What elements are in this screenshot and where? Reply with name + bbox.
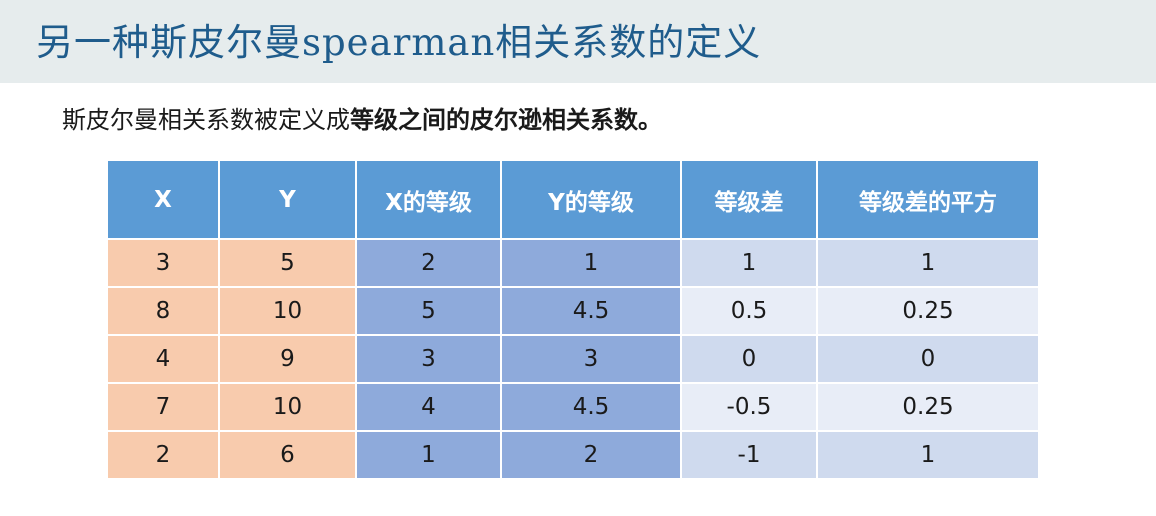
cell-x-rank: 4 [355, 382, 502, 432]
title-bar: 另一种斯皮尔曼spearman相关系数的定义 [0, 0, 1156, 83]
cell-rank-diff: 0.5 [680, 286, 818, 336]
cell-x-rank: 3 [355, 334, 502, 384]
cell-x: 7 [106, 382, 220, 432]
table-row: 4 9 3 3 0 0 [106, 334, 1040, 384]
header-x: X [106, 159, 220, 240]
cell-rank-diff-squared: 1 [816, 430, 1040, 480]
table-row: 8 10 5 4.5 0.5 0.25 [106, 286, 1040, 336]
cell-x-rank: 5 [355, 286, 502, 336]
cell-y: 6 [218, 430, 357, 480]
cell-y: 9 [218, 334, 357, 384]
cell-x-rank: 1 [355, 430, 502, 480]
cell-x-rank: 2 [355, 238, 502, 288]
cell-x: 2 [106, 430, 220, 480]
table-header-row: X Y X的等级 Y的等级 等级差 等级差的平方 [106, 159, 1040, 240]
rank-table: X Y X的等级 Y的等级 等级差 等级差的平方 3 5 2 1 1 1 8 1… [106, 159, 1040, 480]
definition-emphasis: 等级之间的皮尔逊相关系数。 [350, 106, 662, 134]
cell-rank-diff-squared: 0.25 [816, 382, 1040, 432]
cell-rank-diff: 0 [680, 334, 818, 384]
header-rank-diff: 等级差 [680, 159, 818, 240]
header-x-rank: X的等级 [355, 159, 502, 240]
definition-prefix: 斯皮尔曼相关系数被定义成 [62, 106, 350, 134]
table-row: 2 6 1 2 -1 1 [106, 430, 1040, 480]
slide-title: 另一种斯皮尔曼spearman相关系数的定义 [36, 21, 762, 64]
cell-rank-diff-squared: 0 [816, 334, 1040, 384]
cell-rank-diff: -1 [680, 430, 818, 480]
cell-rank-diff: 1 [680, 238, 818, 288]
cell-y-rank: 1 [500, 238, 682, 288]
cell-y: 10 [218, 286, 357, 336]
cell-x: 3 [106, 238, 220, 288]
cell-rank-diff-squared: 1 [816, 238, 1040, 288]
cell-x: 8 [106, 286, 220, 336]
header-y-rank: Y的等级 [500, 159, 682, 240]
cell-rank-diff-squared: 0.25 [816, 286, 1040, 336]
table-row: 3 5 2 1 1 1 [106, 238, 1040, 288]
cell-y-rank: 3 [500, 334, 682, 384]
cell-y: 10 [218, 382, 357, 432]
cell-y-rank: 2 [500, 430, 682, 480]
cell-rank-diff: -0.5 [680, 382, 818, 432]
cell-x: 4 [106, 334, 220, 384]
cell-y-rank: 4.5 [500, 382, 682, 432]
cell-y: 5 [218, 238, 357, 288]
cell-y-rank: 4.5 [500, 286, 682, 336]
table-row: 7 10 4 4.5 -0.5 0.25 [106, 382, 1040, 432]
header-rank-diff-squared: 等级差的平方 [816, 159, 1040, 240]
header-y: Y [218, 159, 357, 240]
definition-text: 斯皮尔曼相关系数被定义成等级之间的皮尔逊相关系数。 [62, 100, 662, 135]
